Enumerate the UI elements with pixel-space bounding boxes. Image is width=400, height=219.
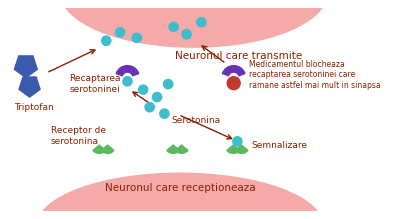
Circle shape [116,28,125,37]
Circle shape [233,137,242,146]
Text: Neuronul care transmite: Neuronul care transmite [175,51,302,61]
Text: Triptofan: Triptofan [14,102,54,111]
Text: Neuronul care receptioneaza: Neuronul care receptioneaza [105,184,256,193]
Circle shape [152,92,162,102]
Wedge shape [93,145,106,153]
Circle shape [132,33,141,42]
Wedge shape [227,145,240,153]
Circle shape [169,22,178,32]
Wedge shape [222,66,245,76]
Circle shape [227,77,240,90]
Wedge shape [175,145,188,153]
Wedge shape [235,145,248,153]
Text: Semnalizare: Semnalizare [251,141,307,150]
Circle shape [145,102,154,112]
Text: Recaptarea
serotoninei: Recaptarea serotoninei [69,74,121,94]
Wedge shape [116,66,139,76]
Circle shape [164,79,173,89]
Text: Medicamentul blocheaza
recaptarea serotoninei care
ramane astfel mai mult in sin: Medicamentul blocheaza recaptarea seroto… [249,60,381,90]
Circle shape [182,30,191,39]
Ellipse shape [37,173,323,219]
Circle shape [197,18,206,27]
Polygon shape [19,77,40,97]
Text: Receptor de
serotonina: Receptor de serotonina [51,126,106,145]
Ellipse shape [60,0,328,47]
Polygon shape [14,56,37,78]
Circle shape [160,109,169,118]
Wedge shape [101,145,114,153]
Circle shape [123,77,132,86]
Circle shape [102,36,111,45]
Text: Serotonina: Serotonina [171,115,220,125]
Wedge shape [167,145,180,153]
Circle shape [138,85,148,94]
